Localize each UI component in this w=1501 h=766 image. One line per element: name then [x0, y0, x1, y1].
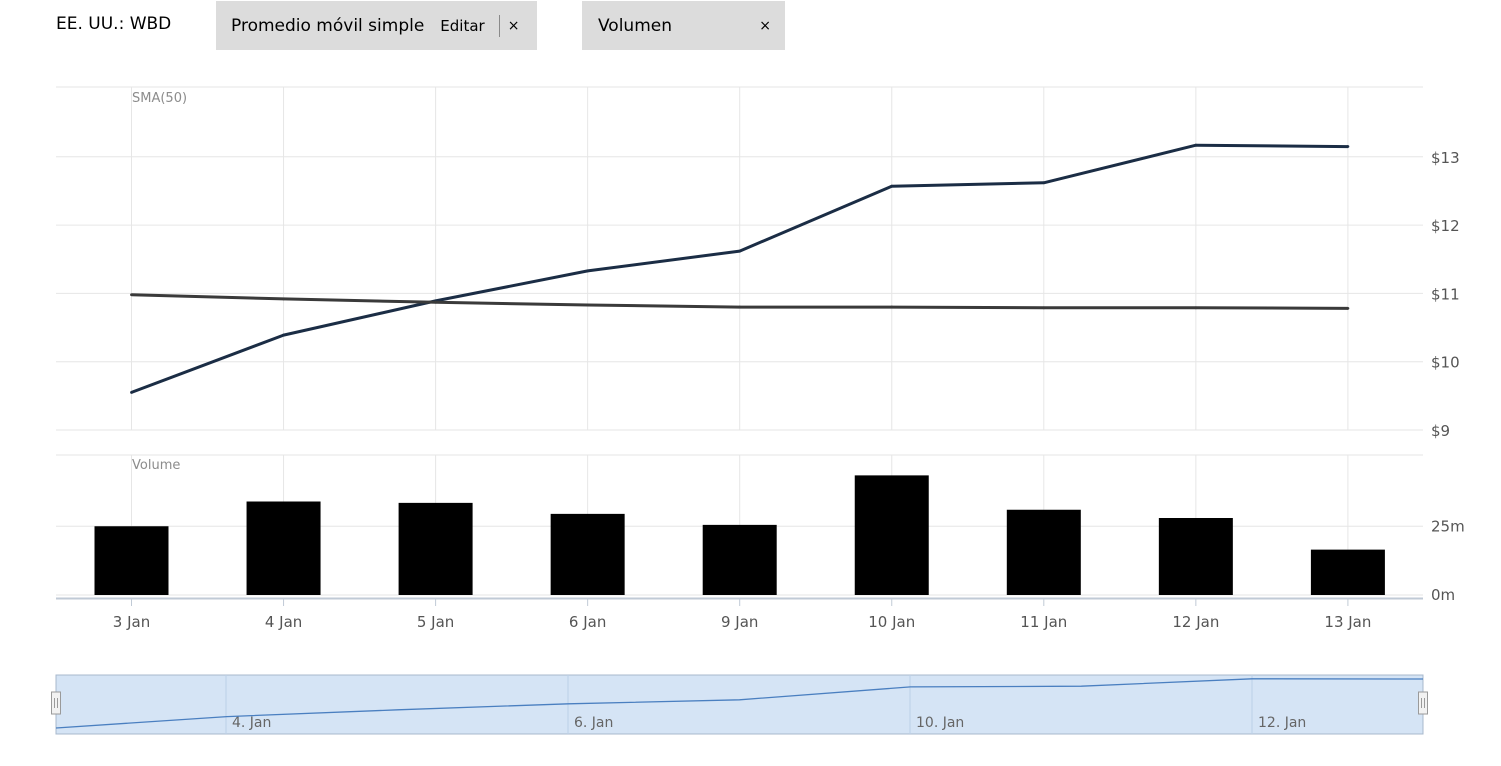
sma-point — [1194, 306, 1198, 310]
price-y-tick-label: $12 — [1431, 217, 1460, 235]
x-tick-label: 4 Jan — [265, 613, 302, 631]
edit-indicator-button[interactable]: Editar — [440, 16, 485, 35]
volume-y-tick-label: 25m — [1431, 517, 1465, 535]
sma-point — [130, 293, 133, 297]
x-tick-label: 5 Jan — [417, 613, 454, 631]
volume-bar — [1006, 509, 1081, 595]
sma-pane-title: SMA(50) — [132, 91, 187, 106]
volume-bar — [1310, 549, 1385, 595]
remove-sma-close-icon[interactable]: × — [507, 17, 520, 34]
sma-point — [890, 305, 894, 309]
ticker-label: EE. UU.: WBD — [56, 14, 172, 34]
remove-volume-close-icon[interactable]: × — [759, 17, 771, 34]
price-y-tick-label: $13 — [1431, 149, 1460, 167]
navigator-right-handle[interactable] — [1418, 691, 1428, 715]
x-tick-label: 13 Jan — [1324, 613, 1371, 631]
sma-point — [738, 305, 742, 309]
handle-grip-icon — [51, 691, 61, 715]
price-point — [130, 391, 133, 394]
volume-y-tick-label: 0m — [1431, 586, 1455, 604]
x-tick-label: 10 Jan — [868, 613, 915, 631]
x-tick-label: 6 Jan — [569, 613, 606, 631]
price-point — [1194, 143, 1198, 147]
volume-bar — [246, 501, 321, 595]
sma-chip-label: Promedio móvil simple — [231, 15, 425, 36]
navigator-left-handle[interactable] — [51, 691, 61, 715]
sma-point — [434, 300, 437, 304]
sma-indicator-chip[interactable]: Promedio móvil simple Editar × — [216, 1, 537, 50]
volume-bar — [1158, 518, 1233, 595]
volume-pane: 0m 25m Volume — [56, 454, 1465, 604]
price-point — [282, 333, 285, 337]
volume-pane-title: Volume — [132, 458, 180, 473]
price-point — [1042, 181, 1046, 185]
price-y-tick-label: $10 — [1431, 354, 1460, 372]
navigator-label: 4. Jan — [232, 715, 271, 731]
volume-indicator-chip[interactable]: Volumen × — [582, 1, 785, 50]
volume-chip-label: Volumen — [598, 15, 673, 36]
volume-bar — [94, 526, 169, 595]
navigator-label: 10. Jan — [916, 715, 964, 731]
chip-divider — [498, 14, 500, 37]
x-tick-label: 3 Jan — [113, 613, 150, 631]
navigator-series-line — [55, 678, 1424, 729]
x-axis: 3 Jan 4 Jan 5 Jan 6 Jan 9 Jan 10 Jan 11 Jan 12 … — [56, 597, 1423, 631]
navigator-label: 12. Jan — [1258, 715, 1306, 731]
handle-grip-icon — [1418, 691, 1428, 715]
price-pane: $9 $10 $11 $12 $13 SMA(50) — [56, 86, 1460, 440]
navigator-range — [55, 674, 1424, 735]
price-point — [890, 184, 894, 188]
sma-point — [586, 303, 590, 307]
price-y-tick-label: $9 — [1431, 422, 1450, 440]
volume-bar — [702, 524, 777, 595]
sma-point — [282, 297, 285, 301]
price-point — [1346, 145, 1350, 148]
x-tick-label: 12 Jan — [1172, 613, 1219, 631]
sma-point — [1346, 307, 1350, 310]
price-point — [738, 249, 742, 253]
navigator[interactable]: 4. Jan 6. Jan 10. Jan 12. Jan — [51, 674, 1428, 735]
volume-bar — [398, 502, 473, 595]
navigator-label: 6. Jan — [574, 715, 613, 731]
price-point — [586, 269, 590, 273]
volume-bar — [550, 513, 625, 595]
x-tick-label: 9 Jan — [721, 613, 758, 631]
price-y-tick-label: $11 — [1431, 285, 1460, 303]
x-tick-label: 11 Jan — [1020, 613, 1067, 631]
sma-point — [1042, 306, 1046, 310]
volume-bar — [854, 475, 929, 595]
